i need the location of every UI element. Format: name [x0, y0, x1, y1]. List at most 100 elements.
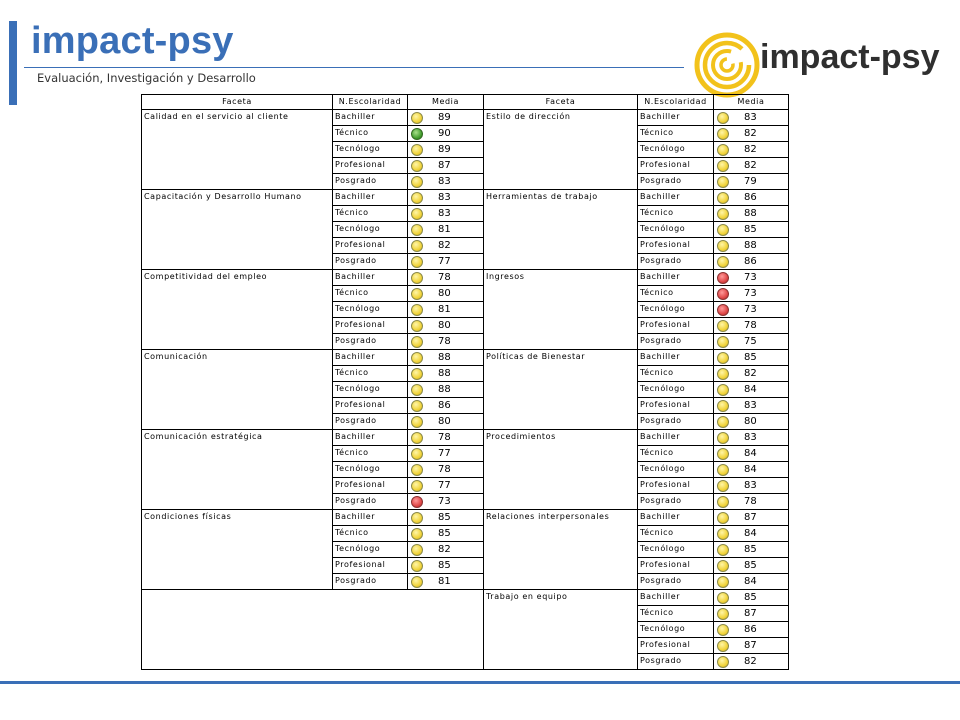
title-divider — [24, 67, 684, 68]
education-level: Posgrado — [637, 653, 714, 670]
education-level: Posgrado — [637, 173, 714, 190]
status-indicator-icon — [717, 576, 729, 588]
education-level: Bachiller — [332, 189, 408, 206]
status-indicator-icon — [411, 480, 423, 492]
status-indicator-icon — [717, 384, 729, 396]
status-indicator-icon — [717, 304, 729, 316]
media-cell: 88 — [407, 349, 484, 366]
media-cell: 85 — [713, 221, 789, 238]
media-cell: 85 — [713, 557, 789, 574]
education-level: Tecnólogo — [637, 141, 714, 158]
education-level: Técnico — [637, 125, 714, 142]
media-value: 83 — [744, 432, 757, 443]
status-indicator-icon — [411, 224, 423, 236]
media-value: 78 — [438, 336, 451, 347]
media-cell: 83 — [407, 205, 484, 222]
education-level: Profesional — [637, 637, 714, 654]
media-value: 87 — [744, 640, 757, 651]
education-level: Profesional — [332, 317, 408, 334]
column-header: N.Escolaridad — [332, 94, 408, 110]
education-level: Posgrado — [637, 413, 714, 430]
column-header: N.Escolaridad — [637, 94, 714, 110]
education-level: Profesional — [332, 557, 408, 574]
education-level: Bachiller — [637, 589, 714, 606]
facet-name: Comunicación estratégica — [141, 429, 333, 510]
status-indicator-icon — [717, 272, 729, 284]
media-cell: 87 — [713, 637, 789, 654]
status-indicator-icon — [717, 432, 729, 444]
media-cell: 89 — [407, 109, 484, 126]
education-level: Técnico — [637, 205, 714, 222]
table-row: Técnico 85 Técnico 84 — [142, 525, 789, 542]
media-value: 77 — [438, 256, 451, 267]
status-indicator-icon — [717, 224, 729, 236]
education-level: Profesional — [332, 157, 408, 174]
facet-name: Capacitación y Desarrollo Humano — [141, 189, 333, 270]
education-level: Bachiller — [637, 269, 714, 286]
education-level: Posgrado — [637, 333, 714, 350]
education-level: Tecnólogo — [332, 381, 408, 398]
status-indicator-icon — [717, 240, 729, 252]
education-level: Profesional — [637, 557, 714, 574]
spiral-logo-icon — [694, 32, 760, 98]
education-level: Posgrado — [332, 253, 408, 270]
media-value: 85 — [744, 560, 757, 571]
media-value: 88 — [744, 208, 757, 219]
media-value: 89 — [438, 144, 451, 155]
column-header: Media — [713, 94, 789, 110]
education-level: Técnico — [637, 445, 714, 462]
status-indicator-icon — [717, 320, 729, 332]
education-level: Tecnólogo — [332, 221, 408, 238]
education-level: Profesional — [332, 237, 408, 254]
education-level: Profesional — [332, 397, 408, 414]
status-indicator-icon — [411, 512, 423, 524]
table-row: Posgrado 80 Posgrado 80 — [142, 413, 789, 430]
media-value: 85 — [744, 352, 757, 363]
media-value: 82 — [744, 128, 757, 139]
education-level: Posgrado — [637, 493, 714, 510]
media-cell: 83 — [713, 477, 789, 494]
facet-name: Condiciones físicas — [141, 509, 333, 590]
education-level: Tecnólogo — [332, 541, 408, 558]
facet-name: Ingresos — [483, 269, 638, 350]
media-value: 83 — [438, 208, 451, 219]
education-level: Bachiller — [637, 349, 714, 366]
footer-divider — [0, 681, 960, 684]
media-value: 73 — [438, 496, 451, 507]
education-level: Tecnólogo — [637, 301, 714, 318]
status-indicator-icon — [717, 144, 729, 156]
media-cell: 86 — [407, 397, 484, 414]
media-cell: 81 — [407, 221, 484, 238]
education-level: Profesional — [637, 157, 714, 174]
status-indicator-icon — [411, 192, 423, 204]
media-value: 86 — [744, 256, 757, 267]
media-value: 78 — [438, 272, 451, 283]
media-value: 83 — [744, 480, 757, 491]
media-value: 82 — [438, 240, 451, 251]
status-indicator-icon — [411, 128, 423, 140]
status-indicator-icon — [411, 416, 423, 428]
media-cell: 80 — [407, 285, 484, 302]
status-indicator-icon — [411, 544, 423, 556]
media-cell: 85 — [713, 589, 789, 606]
table-row: Capacitación y Desarrollo Humano Bachille… — [141, 189, 789, 270]
facet-name: Comunicación — [141, 349, 333, 430]
education-level: Bachiller — [332, 109, 408, 126]
education-level: Bachiller — [332, 509, 408, 526]
education-level: Bachiller — [332, 269, 408, 286]
education-level: Posgrado — [332, 493, 408, 510]
media-cell: 78 — [407, 429, 484, 446]
status-indicator-icon — [717, 336, 729, 348]
media-value: 85 — [744, 592, 757, 603]
media-value: 85 — [744, 544, 757, 555]
media-value: 78 — [744, 320, 757, 331]
status-indicator-icon — [717, 480, 729, 492]
media-value: 86 — [744, 192, 757, 203]
media-value: 84 — [744, 384, 757, 395]
media-cell: 78 — [407, 269, 484, 286]
media-cell: 78 — [713, 317, 789, 334]
media-cell: 82 — [713, 365, 789, 382]
media-cell: 85 — [407, 557, 484, 574]
media-cell: 75 — [713, 333, 789, 350]
column-header: Media — [407, 94, 484, 110]
